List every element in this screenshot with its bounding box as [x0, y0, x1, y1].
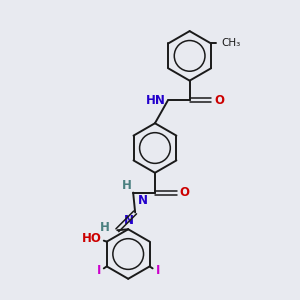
- Text: H: H: [100, 221, 110, 234]
- Text: I: I: [156, 264, 160, 277]
- Text: I: I: [96, 264, 101, 277]
- Text: HN: HN: [146, 94, 166, 107]
- Text: N: N: [124, 214, 134, 227]
- Text: HO: HO: [82, 232, 102, 245]
- Text: CH₃: CH₃: [221, 38, 240, 49]
- Text: O: O: [214, 94, 224, 107]
- Text: O: O: [180, 186, 190, 199]
- Text: H: H: [122, 178, 132, 192]
- Text: N: N: [138, 194, 148, 207]
